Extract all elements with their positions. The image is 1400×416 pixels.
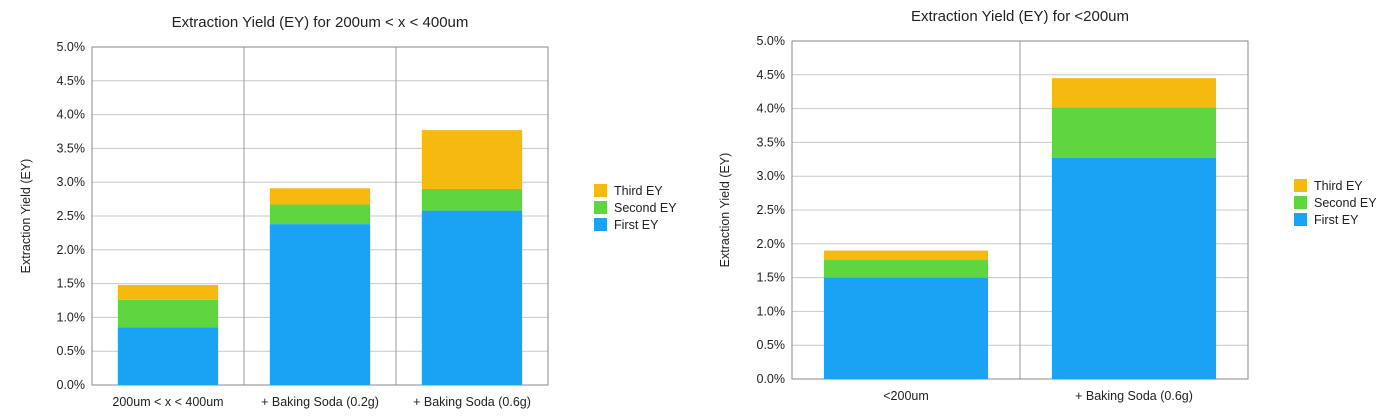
legend-swatch [594,201,607,214]
legend-entry: Second EY [614,201,677,215]
legend-swatch [1294,179,1307,192]
legend-swatch [1294,213,1307,226]
bar-first-ey [117,327,219,385]
legend-swatch [594,184,607,197]
bar-second-ey [269,204,371,225]
y-tick-label: 3.0% [757,169,786,183]
bar-second-ey [117,299,219,328]
bar-first-ey [269,224,371,385]
x-category-label: + Baking Soda (0.6g) [1075,389,1193,403]
y-tick-label: 1.5% [757,271,786,285]
legend-entry: Third EY [1314,179,1363,193]
y-tick-label: 4.0% [757,102,786,116]
y-tick-label: 3.5% [57,141,86,155]
bar-first-ey [421,210,523,385]
bar-third-ey [1051,78,1217,108]
y-tick-label: 5.0% [57,40,86,54]
legend: Third EY Second EY First EY [594,184,677,232]
x-category-label: + Baking Soda (0.2g) [261,395,379,409]
bar-first-ey [1051,157,1217,379]
bar-third-ey [117,284,219,300]
bar-second-ey [823,260,989,278]
x-category-label: <200um [883,389,929,403]
y-tick-label: 0.0% [757,372,786,386]
legend-entry: Third EY [614,184,663,198]
legend-swatch [594,218,607,231]
y-axis-label: Extraction Yield (EY) [718,153,732,268]
y-tick-label: 1.0% [757,304,786,318]
y-tick-label: 0.0% [57,378,86,392]
y-tick-label: 5.0% [757,34,786,48]
legend-entry: First EY [614,218,659,232]
bar-third-ey [269,188,371,205]
chart-2: Extraction Yield (EY) for <200um 0.0% 0.5%… [718,8,1377,403]
bar-second-ey [421,188,523,211]
y-tick-label: 3.5% [757,135,786,149]
y-tick-label: 3.0% [57,175,86,189]
chart-1: Extraction Yield (EY) for 200um < x < 40… [19,14,677,409]
y-tick-label: 4.0% [57,108,86,122]
y-tick-label: 0.5% [757,338,786,352]
legend-entry: Second EY [1314,196,1377,210]
y-tick-label: 4.5% [757,68,786,82]
y-tick-label: 2.0% [57,243,86,257]
bar-second-ey [1051,107,1217,158]
y-tick-label: 2.5% [57,209,86,223]
y-tick-label: 4.5% [57,74,86,88]
x-category-label: + Baking Soda (0.6g) [413,395,531,409]
legend: Third EY Second EY First EY [1294,179,1377,227]
x-category-label: 200um < x < 400um [112,395,223,409]
y-axis-label: Extraction Yield (EY) [19,159,33,274]
chart-title: Extraction Yield (EY) for <200um [911,8,1129,25]
y-tick-label: 2.5% [757,203,786,217]
y-tick-label: 1.0% [57,310,86,324]
y-tick-label: 1.5% [57,277,86,291]
plot-frame [791,40,1249,380]
bar-first-ey [823,277,989,379]
legend-entry: First EY [1314,213,1359,227]
bar-third-ey [421,130,523,189]
bar-third-ey [823,250,989,261]
chart-title: Extraction Yield (EY) for 200um < x < 40… [172,14,469,31]
y-tick-label: 2.0% [757,237,786,251]
legend-swatch [1294,196,1307,209]
y-tick-label: 0.5% [57,344,86,358]
